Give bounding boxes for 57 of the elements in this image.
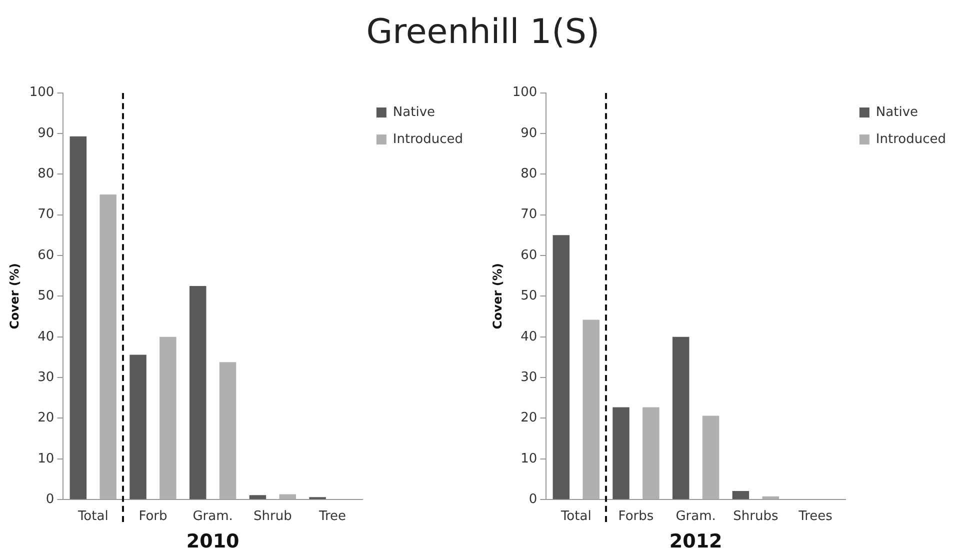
y-tick-label: 50: [520, 288, 538, 304]
x-tick-label: Shrub: [254, 508, 292, 524]
bar: [219, 362, 236, 500]
text: Greenhill 1(S): [365, 12, 601, 52]
x-tick-label: Shrubs: [733, 508, 778, 524]
y-tick-label: 100: [512, 85, 538, 100]
x-axis-title: 2010: [186, 530, 240, 553]
legend-label: Introduced: [876, 132, 946, 147]
bar: [642, 407, 660, 500]
y-tick-label: 30: [38, 370, 54, 385]
y-tick-label: 0: [528, 492, 538, 507]
bar: [100, 194, 116, 500]
y-tick-label: 40: [38, 329, 54, 344]
y-tick-label: 70: [520, 207, 538, 222]
bar: [672, 336, 690, 500]
y-tick-label: 90: [520, 126, 538, 141]
y-tick-label: 80: [520, 166, 538, 182]
y-tick-label: 90: [38, 126, 54, 141]
legend-label: Native: [392, 104, 436, 120]
x-tick-label: Forb: [138, 508, 168, 524]
bar: [130, 354, 146, 500]
bar: [582, 320, 600, 500]
legend-label: Native: [876, 104, 918, 120]
x-tick-label: Gram.: [676, 508, 716, 524]
x-tick-label: Tree: [318, 508, 346, 524]
y-axis-title: Cover (%): [7, 263, 22, 330]
bar: [612, 407, 630, 500]
x-tick-label: Total: [560, 508, 592, 524]
y-tick-label: 0: [46, 492, 54, 507]
y-tick-label: 60: [520, 248, 538, 263]
y-tick-label: 10: [38, 451, 54, 466]
bar: [552, 235, 570, 500]
y-axis-title: Cover (%): [490, 263, 504, 330]
y-tick-label: 60: [38, 248, 54, 263]
y-tick-label: 20: [520, 410, 538, 426]
bar: [70, 136, 87, 500]
x-tick-label: Trees: [798, 508, 833, 524]
bar: [279, 494, 296, 500]
legend-label: Introduced: [392, 132, 464, 147]
x-tick-label: Forbs: [618, 508, 654, 524]
bar: [762, 496, 780, 500]
y-tick-label: 40: [520, 329, 538, 344]
bar: [702, 416, 720, 500]
y-tick-label: 80: [38, 166, 54, 182]
bar: [249, 495, 266, 500]
bar: [160, 336, 176, 500]
y-tick-label: 50: [38, 288, 54, 304]
y-tick-label: 70: [38, 207, 54, 222]
x-tick-label: Total: [76, 508, 108, 524]
y-tick-label: 20: [38, 410, 54, 426]
y-tick-label: 30: [520, 370, 538, 385]
x-axis-title: 2012: [669, 530, 722, 553]
bar: [732, 491, 750, 500]
bar: [189, 286, 206, 500]
y-tick-label: 10: [520, 451, 538, 466]
x-tick-label: Gram.: [192, 508, 233, 524]
y-tick-label: 100: [29, 85, 54, 100]
